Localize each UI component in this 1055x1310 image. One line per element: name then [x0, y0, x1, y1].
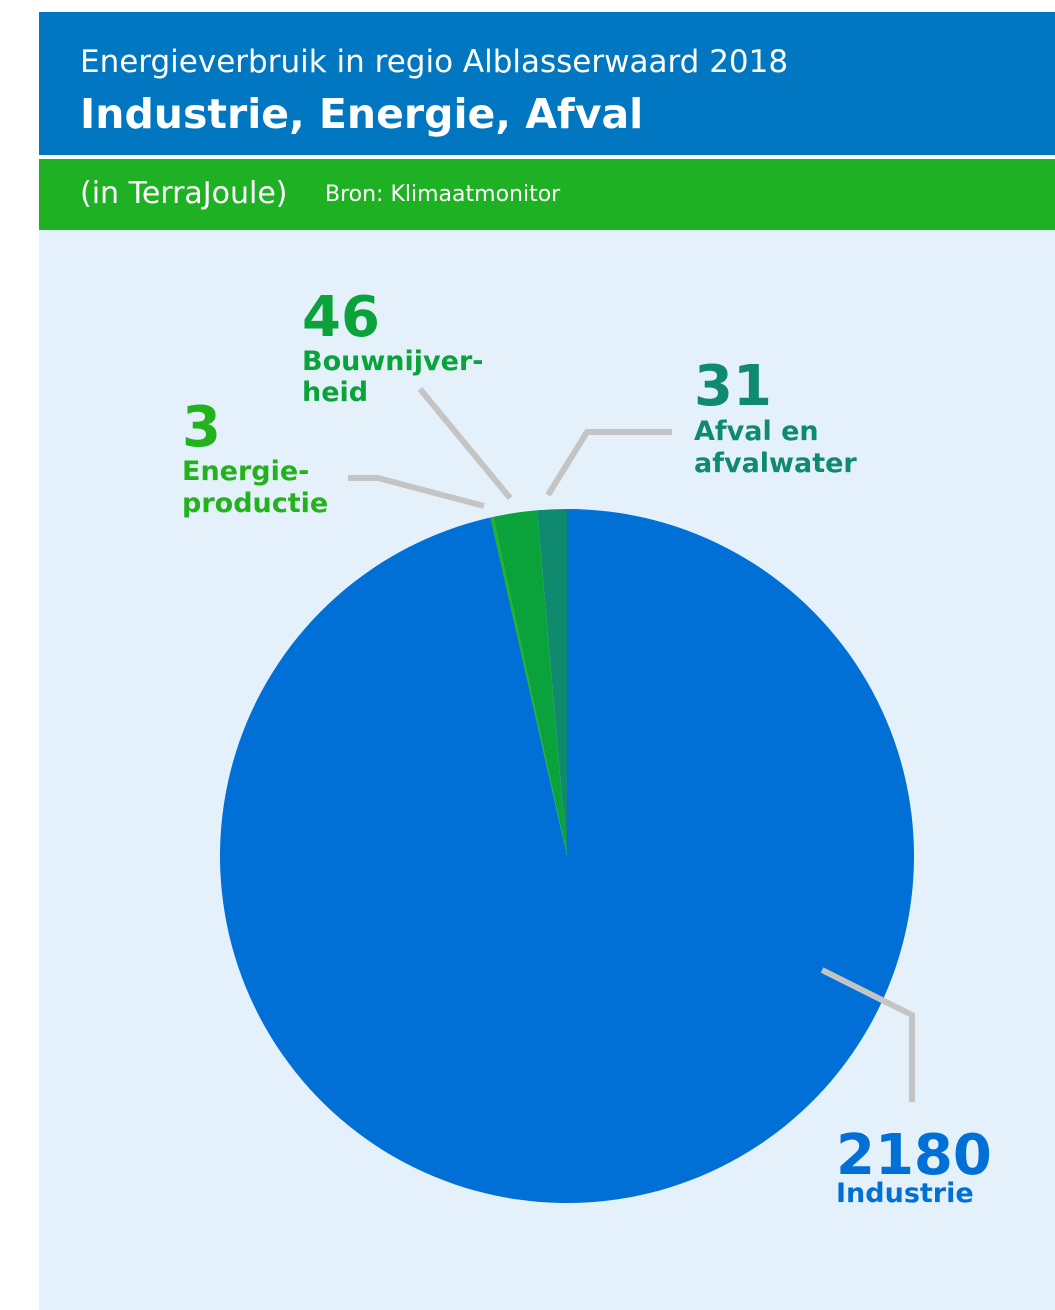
- pie-slice-bouwnijverheid: [493, 510, 567, 856]
- data-label-afval-en-afvalwater: 31: [694, 354, 772, 419]
- chart-title: Industrie, Energie, Afval: [80, 90, 644, 138]
- leader-line-industrie: [820, 967, 915, 1102]
- category-label-afval-en-afvalwater: Afval en: [694, 416, 819, 447]
- category-label-bouwnijverheid: Bouwnijver-: [302, 346, 483, 377]
- pie-slice-afval-en-afvalwater: [537, 509, 567, 856]
- category-label-bouwnijverheid: heid: [302, 377, 368, 408]
- category-label-energieproductie: Energie-: [182, 456, 309, 487]
- data-label-energieproductie: 3: [182, 395, 221, 460]
- pie-slice-industrie: [220, 509, 915, 1203]
- chart-subheader: (in TerraJoule) Bron: Klimaatmonitor: [39, 159, 1055, 230]
- category-label-afval-en-afvalwater: afvalwater: [694, 448, 857, 479]
- data-label-industrie: 2180: [836, 1123, 992, 1188]
- unit-label: (in TerraJoule): [80, 176, 288, 211]
- leader-line-afval-en-afvalwater: [545, 429, 672, 497]
- category-label-energieproductie: productie: [182, 488, 328, 519]
- leader-line-bouwnijverheid: [417, 387, 513, 500]
- source-label: Bron: Klimaatmonitor: [325, 182, 561, 207]
- chart-header: Energieverbruik in regio Alblasserwaard …: [39, 12, 1055, 155]
- chart-supertitle: Energieverbruik in regio Alblasserwaard …: [80, 44, 789, 80]
- pie-slice-energieproductie: [490, 516, 567, 856]
- category-label-industrie: Industrie: [836, 1178, 974, 1209]
- leader-line-energieproductie: [348, 475, 485, 509]
- data-label-bouwnijverheid: 46: [302, 285, 380, 350]
